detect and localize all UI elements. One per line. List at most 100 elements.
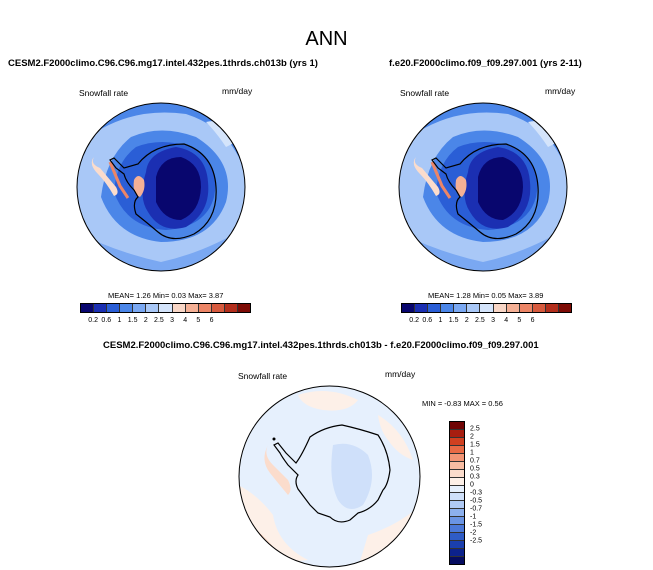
panel2-colorbar-tick: 6 bbox=[530, 317, 535, 324]
panel3-colorbar-swatch bbox=[450, 501, 464, 510]
panel2-colorbar-swatch bbox=[480, 304, 494, 312]
panel2-colorbar-swatch bbox=[558, 304, 572, 312]
panel1-colorbar-swatch bbox=[237, 304, 251, 312]
panel3-colorbar-swatch bbox=[450, 429, 464, 438]
panel2-colorbar-tick: 0.6 bbox=[422, 317, 433, 324]
panel1-colorbar-swatch bbox=[224, 304, 238, 312]
panel3-colorbar-swatch bbox=[450, 485, 464, 494]
panel2-colorbar-tick: 1 bbox=[438, 317, 443, 324]
panel1-max-value: 3.87 bbox=[208, 291, 224, 300]
panel3-colorbar-tick: -1.5 bbox=[470, 521, 483, 529]
panel1-colorbar-tick: 3 bbox=[170, 317, 175, 324]
panel3-colorbar-swatch bbox=[450, 422, 464, 430]
panel3-colorbar-swatch bbox=[450, 437, 464, 446]
panel2-colorbar-swatch bbox=[506, 304, 520, 312]
panel1-stats: MEAN= 1.26 Min= 0.03 Max= 3.87 bbox=[108, 291, 223, 300]
panel3-colorbar-tick: 1 bbox=[470, 449, 474, 457]
panel1-colorbar-tick: 0.6 bbox=[101, 317, 112, 324]
panel2-colorbar-swatch bbox=[467, 304, 481, 312]
panel3-colorbar-swatch bbox=[450, 517, 464, 526]
panel1-colorbar-labels: 0.2 0.6 1 1.5 2 2.5 3 4 5 6 bbox=[80, 317, 251, 327]
panel1-mean-value: 1.26 bbox=[136, 291, 151, 300]
panel3-colorbar-tick: 0.3 bbox=[470, 473, 480, 481]
panel3-colorbar-tick: -0.7 bbox=[470, 505, 483, 513]
panel3-colorbar-tick: 0.7 bbox=[470, 457, 480, 465]
panel3-colorbar-swatch bbox=[450, 477, 464, 486]
panel3-colorbar-tick: 0.5 bbox=[470, 465, 480, 473]
panel3-colorbar-swatch bbox=[450, 453, 464, 462]
panel3-colorbar-swatch bbox=[450, 549, 464, 557]
panel1-colorbar-tick: 1.5 bbox=[127, 317, 138, 324]
panel3-range-text: MIN = -0.83 MAX = 0.56 bbox=[422, 399, 503, 408]
panel1-colorbar-tick: 0.2 bbox=[88, 317, 99, 324]
panel1-colorbar-swatch bbox=[120, 304, 134, 312]
panel3-polar-map bbox=[238, 385, 421, 568]
panel1-colorbar-tick: 6 bbox=[209, 317, 214, 324]
panel2-polar-map bbox=[398, 102, 568, 272]
panel3-colorbar-swatch bbox=[450, 509, 464, 518]
panel1-colorbar-tick: 5 bbox=[196, 317, 201, 324]
panel1-colorbar-swatch bbox=[146, 304, 160, 312]
panel3-colorbar-tick: -2.5 bbox=[470, 537, 483, 545]
panel2-colorbar-swatch bbox=[415, 304, 429, 312]
panel2-colorbar-swatch bbox=[441, 304, 455, 312]
figure-title: ANN bbox=[305, 28, 348, 50]
panel3-colorbar-swatch bbox=[450, 461, 464, 470]
panel3-title: CESM2.F2000climo.C96.C96.mg17.intel.432p… bbox=[103, 340, 539, 351]
panel2-colorbar-tick: 2.5 bbox=[475, 317, 485, 324]
panel3-colorbar-swatch bbox=[450, 525, 464, 534]
panel2-colorbar-tick: 5 bbox=[517, 317, 522, 324]
panel1-colorbar-tick: 1 bbox=[117, 317, 122, 324]
panel1-colorbar-swatch bbox=[81, 304, 95, 312]
panel2-min-value: 0.05 bbox=[491, 291, 507, 300]
panel1-colorbar-swatch bbox=[159, 304, 173, 312]
panel2-colorbar-tick: 2 bbox=[464, 317, 469, 324]
panel2-max-label: Max= bbox=[508, 291, 527, 300]
panel2-colorbar-swatch bbox=[402, 304, 416, 312]
panel3-colorbar-tick: -0.3 bbox=[470, 489, 483, 497]
panel3-colorbar-tick: -2 bbox=[470, 529, 477, 537]
panel1-min-label: Min= bbox=[152, 291, 170, 300]
panel2-stats: MEAN= 1.28 Min= 0.05 Max= 3.89 bbox=[428, 291, 543, 300]
panel1-colorbar-swatch bbox=[107, 304, 121, 312]
panel2-colorbar-labels: 0.2 0.6 1 1.5 2 2.5 3 4 5 6 bbox=[401, 317, 572, 327]
panel3-colorbar-tick: -1 bbox=[470, 513, 477, 521]
panel1-colorbar-swatch bbox=[185, 304, 199, 312]
panel3-colorbar-swatch bbox=[450, 469, 464, 478]
panel2-colorbar-tick: 0.2 bbox=[409, 317, 420, 324]
panel1-polar-map bbox=[76, 102, 246, 272]
panel2-colorbar-swatch bbox=[532, 304, 546, 312]
panel2-colorbar-swatch bbox=[519, 304, 533, 312]
panel3-colorbar-swatch bbox=[450, 541, 464, 549]
panel2-colorbar bbox=[401, 303, 572, 313]
panel2-colorbar-tick: 1.5 bbox=[448, 317, 459, 324]
panel3-colorbar-swatch bbox=[450, 493, 464, 502]
panel1-max-label: Max= bbox=[188, 291, 207, 300]
panel3-colorbar-swatch bbox=[450, 445, 464, 454]
panel3-colorbar-tick: -0.5 bbox=[470, 497, 483, 505]
panel2-mean-value: 1.28 bbox=[456, 291, 471, 300]
panel3-colorbar-labels: 2.5 2 1.5 1 0.7 0.5 0.3 0 -0.3 -0.5 -0.7 -1 -1.5 -2 -2… bbox=[470, 421, 500, 565]
panel1-colorbar-tick: 2 bbox=[143, 317, 148, 324]
panel2-title: f.e20.F2000climo.f09_f09.297.001 (yrs 2-… bbox=[389, 58, 582, 69]
panel3-colorbar-swatch bbox=[450, 533, 464, 542]
panel3-colorbar bbox=[449, 421, 465, 565]
panel2-colorbar-swatch bbox=[545, 304, 559, 312]
panel3-units-label: mm/day bbox=[385, 369, 416, 379]
panel2-colorbar-tick: 3 bbox=[491, 317, 496, 324]
panel2-colorbar-swatch bbox=[428, 304, 442, 312]
panel2-colorbar-swatch bbox=[454, 304, 468, 312]
panel3-colorbar-tick: 1.5 bbox=[470, 441, 480, 449]
panel2-variable-label: Snowfall rate bbox=[400, 88, 450, 98]
panel2-max-value: 3.89 bbox=[528, 291, 544, 300]
panel1-units-label: mm/day bbox=[222, 86, 253, 96]
panel1-variable-label: Snowfall rate bbox=[79, 88, 129, 98]
panel2-mean-label: MEAN= bbox=[428, 291, 455, 300]
panel1-colorbar-swatch bbox=[133, 304, 147, 312]
panel2-colorbar-tick: 4 bbox=[504, 317, 509, 324]
panel1-colorbar-swatch bbox=[211, 304, 225, 312]
panel1-min-value: 0.03 bbox=[171, 291, 187, 300]
panel1-colorbar-swatch bbox=[198, 304, 212, 312]
panel2-units-label: mm/day bbox=[545, 86, 576, 96]
panel1-title: CESM2.F2000climo.C96.C96.mg17.intel.432p… bbox=[8, 58, 318, 69]
